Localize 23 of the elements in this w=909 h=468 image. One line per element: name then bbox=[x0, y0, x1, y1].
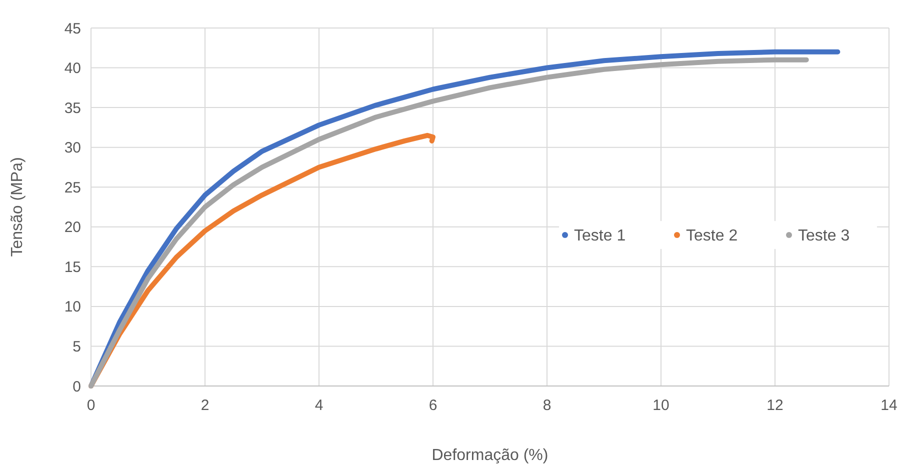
y-tick-label: 25 bbox=[64, 179, 81, 196]
y-tick-label: 40 bbox=[64, 60, 81, 78]
y-tick-label: 30 bbox=[64, 140, 81, 157]
y-axis-title: Tensão (MPa) bbox=[9, 157, 26, 257]
x-tick-label: 12 bbox=[766, 397, 784, 414]
x-tick-label: 0 bbox=[86, 397, 96, 414]
y-tick-label: 45 bbox=[64, 20, 81, 38]
legend-label: Teste 2 bbox=[686, 228, 738, 245]
x-axis-title: Deformação (%) bbox=[432, 447, 548, 464]
y-tick-label: 15 bbox=[64, 258, 81, 276]
legend-label: Teste 1 bbox=[574, 228, 626, 245]
x-tick-label: 2 bbox=[200, 397, 210, 414]
legend-label: Teste 3 bbox=[798, 228, 850, 245]
x-tick-label: 14 bbox=[880, 397, 898, 414]
x-tick-label: 10 bbox=[652, 397, 670, 414]
y-tick-label: 5 bbox=[72, 338, 81, 356]
y-tick-label: 0 bbox=[72, 378, 81, 396]
x-tick-label: 8 bbox=[542, 397, 552, 414]
y-tick-label: 10 bbox=[64, 298, 81, 316]
x-tick-label: 6 bbox=[428, 397, 438, 414]
y-tick-label: 35 bbox=[64, 100, 81, 117]
y-tick-label: 20 bbox=[64, 219, 81, 236]
x-tick-label: 4 bbox=[314, 397, 324, 414]
